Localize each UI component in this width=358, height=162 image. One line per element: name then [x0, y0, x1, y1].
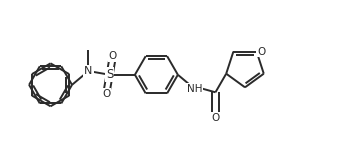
Text: O: O [211, 113, 219, 123]
Text: N: N [84, 66, 93, 76]
Text: O: O [257, 47, 265, 57]
Text: NH: NH [187, 84, 202, 94]
Text: O: O [102, 89, 110, 99]
Text: S: S [106, 68, 113, 81]
Text: O: O [109, 51, 117, 61]
